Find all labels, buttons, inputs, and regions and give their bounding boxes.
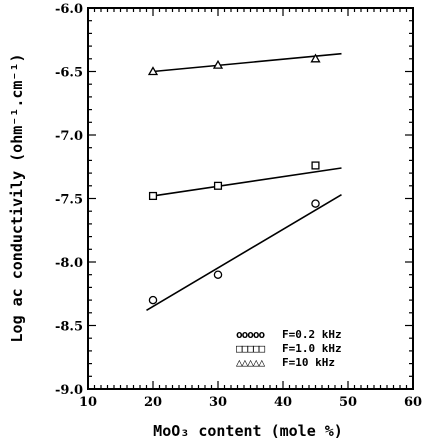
x-tick-label: 40	[274, 395, 292, 410]
y-tick-label: -7.0	[55, 129, 83, 144]
data-point-series-0	[311, 199, 320, 208]
legend-marks: ooooo	[236, 328, 265, 341]
x-tick-label: 50	[339, 395, 357, 410]
x-axis-title: MoO₃ content (mole %)	[153, 422, 343, 440]
data-point-series-1	[213, 181, 223, 190]
legend-marks: □□□□□	[236, 342, 265, 355]
y-axis-title: Log ac conductivily (ohm⁻¹.cm⁻¹)	[8, 54, 26, 343]
legend-entry-label: F=10 kHz	[282, 356, 335, 369]
data-point-series-1	[311, 161, 320, 170]
data-point-series-2	[147, 66, 159, 76]
x-tick-label: 10	[79, 395, 97, 410]
fit-line-series-1	[152, 167, 342, 197]
y-tick-label: -8.5	[55, 320, 83, 335]
fit-line-series-2	[152, 52, 342, 73]
axis-ticks	[87, 7, 414, 390]
y-tick-labels: -6.0 -6.5 -7.0 -7.5 -8.0 -8.5 -9.0	[55, 2, 83, 398]
y-tick-label: -8.0	[55, 256, 83, 271]
y-tick-label: -6.5	[55, 66, 83, 81]
x-tick-label: 20	[144, 395, 162, 410]
x-tick-label: 60	[404, 395, 422, 410]
data-point-series-0	[213, 270, 223, 279]
x-tick-label: 30	[209, 395, 227, 410]
data-point-series-0	[148, 295, 158, 305]
y-tick-label: -7.5	[55, 193, 83, 208]
legend-marks: △△△△△	[236, 356, 265, 369]
x-tick-labels: 10 20 30 40 50 60	[79, 395, 422, 410]
fit-lines	[146, 52, 342, 311]
data-point-series-2	[212, 59, 224, 69]
legend-entry-label: F=1.0 kHz	[282, 342, 342, 355]
y-tick-label: -6.0	[55, 2, 83, 17]
y-tick-label: -9.0	[55, 383, 83, 398]
legend: ooooo F=0.2 kHz □□□□□ F=1.0 kHz △△△△△ F=10 kH…	[236, 328, 342, 369]
data-point-series-2	[310, 53, 321, 63]
data-point-series-1	[148, 191, 158, 201]
legend-entry-label: F=0.2 kHz	[282, 328, 342, 341]
fit-line-series-0	[146, 194, 342, 311]
data-points	[147, 53, 321, 305]
